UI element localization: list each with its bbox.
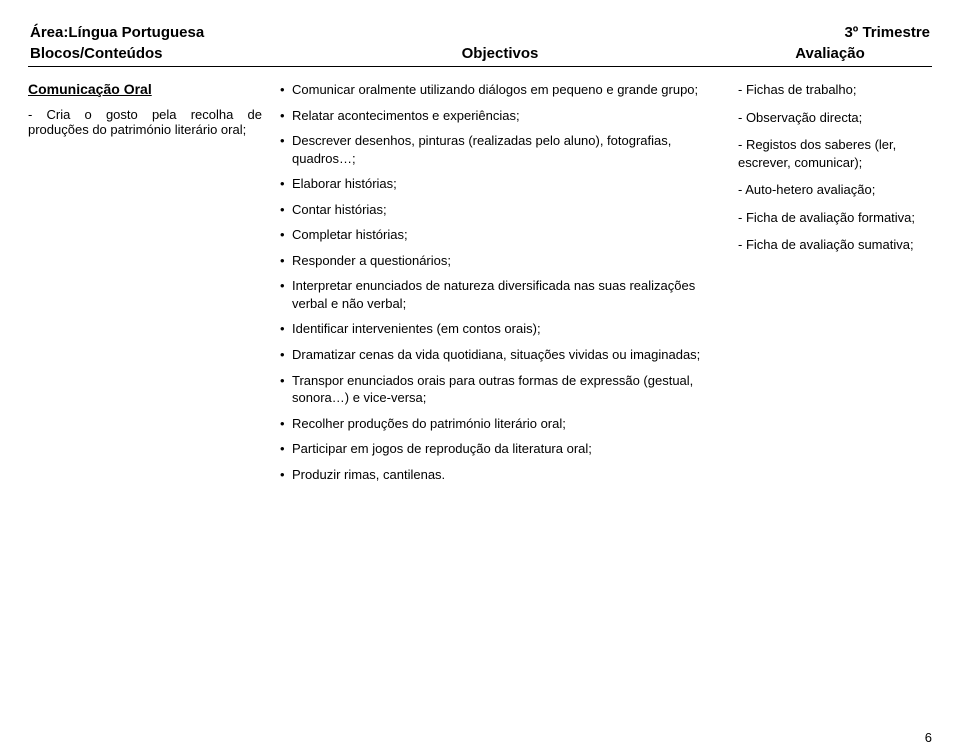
- objectivo-item: Interpretar enunciados de natureza diver…: [274, 277, 726, 312]
- objectivo-item: Relatar acontecimentos e experiências;: [274, 107, 726, 125]
- heading-blocos: Blocos/Conteúdos: [30, 45, 270, 62]
- avaliacao-item: - Auto-hetero avaliação;: [738, 181, 932, 199]
- objectivo-item: Responder a questionários;: [274, 252, 726, 270]
- objectivos-column: Comunicar oralmente utilizando diálogos …: [268, 81, 732, 491]
- area-label: Área:Língua Portuguesa: [30, 24, 204, 41]
- avaliacao-item: - Registos dos saberes (ler, escrever, c…: [738, 136, 932, 171]
- blocos-section-title: Comunicação Oral: [28, 81, 262, 97]
- avaliacao-item: - Fichas de trabalho;: [738, 81, 932, 99]
- objectivo-item: Identificar intervenientes (em contos or…: [274, 320, 726, 338]
- objectivo-item: Contar histórias;: [274, 201, 726, 219]
- content-row: Comunicação Oral - Cria o gosto pela rec…: [28, 67, 932, 491]
- page-number: 6: [925, 730, 932, 745]
- objectivo-item: Produzir rimas, cantilenas.: [274, 466, 726, 484]
- objectivo-item: Transpor enunciados orais para outras fo…: [274, 372, 726, 407]
- objectivo-item: Comunicar oralmente utilizando diálogos …: [274, 81, 726, 99]
- column-headings: Blocos/Conteúdos Objectivos Avaliação: [28, 43, 932, 67]
- objectivo-item: Completar histórias;: [274, 226, 726, 244]
- avaliacao-item: - Observação directa;: [738, 109, 932, 127]
- objectivo-item: Dramatizar cenas da vida quotidiana, sit…: [274, 346, 726, 364]
- heading-avaliacao: Avaliação: [730, 45, 930, 62]
- blocos-column: Comunicação Oral - Cria o gosto pela rec…: [28, 81, 268, 491]
- objectivo-item: Participar em jogos de reprodução da lit…: [274, 440, 726, 458]
- header-row: Área:Língua Portuguesa 3º Trimestre: [28, 24, 932, 43]
- objectivo-item: Elaborar histórias;: [274, 175, 726, 193]
- avaliacao-item: - Ficha de avaliação formativa;: [738, 209, 932, 227]
- objectivo-item: Recolher produções do património literár…: [274, 415, 726, 433]
- objectivos-list: Comunicar oralmente utilizando diálogos …: [274, 81, 726, 483]
- objectivo-item: Descrever desenhos, pinturas (realizadas…: [274, 132, 726, 167]
- avaliacao-column: - Fichas de trabalho; - Observação direc…: [732, 81, 932, 491]
- blocos-text: - Cria o gosto pela recolha de produções…: [28, 107, 262, 137]
- trimester-label: 3º Trimestre: [844, 24, 930, 41]
- heading-objectivos: Objectivos: [270, 45, 730, 62]
- avaliacao-item: - Ficha de avaliação sumativa;: [738, 236, 932, 254]
